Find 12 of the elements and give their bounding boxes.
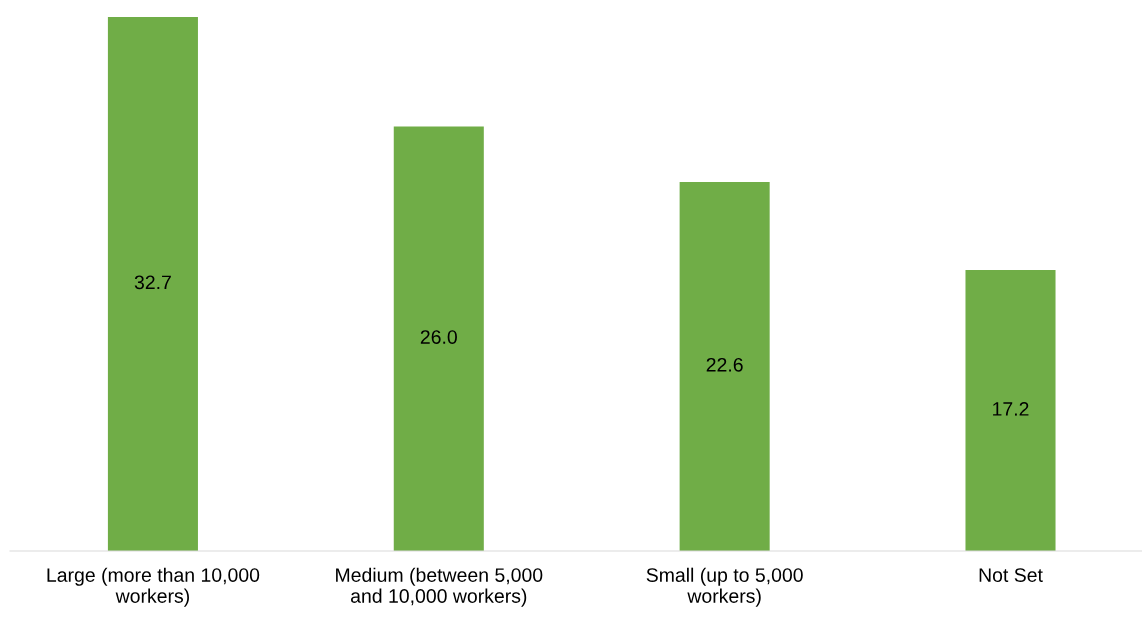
bar <box>965 270 1056 551</box>
data-label: 32.7 <box>134 275 171 290</box>
bar <box>393 126 484 551</box>
bar <box>107 17 198 551</box>
bar <box>679 181 770 551</box>
x-tick-label: Large (more than 10,000 workers) <box>47 567 260 607</box>
data-label: 26.0 <box>420 330 457 344</box>
data-label: 22.6 <box>706 357 743 372</box>
x-tick-label: Not Set <box>979 568 1043 582</box>
x-tick-label: Small (up to 5,000 workers) <box>646 567 803 607</box>
x-tick-label: Medium (between 5,000 and 10,000 workers) <box>336 567 543 607</box>
data-label: 17.2 <box>993 402 1029 416</box>
